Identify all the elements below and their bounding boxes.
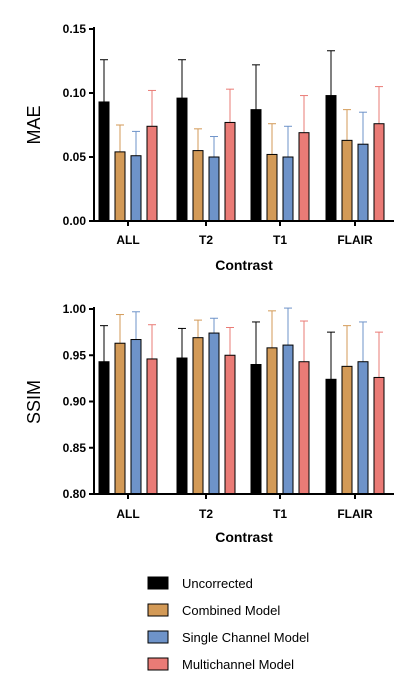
bar-uncorrected-t1 bbox=[250, 109, 262, 222]
bar-single-channel-model-t1 bbox=[282, 156, 294, 222]
legend: Uncorrected Combined Model Single Channel … bbox=[147, 576, 309, 672]
bar-combined-model-t2 bbox=[192, 150, 204, 222]
legend-swatch-multichannel-model bbox=[147, 657, 169, 671]
legend-swatch-uncorrected bbox=[147, 576, 169, 590]
bar-multichannel-model-all bbox=[146, 125, 158, 222]
y-tick-label: 1.00 bbox=[63, 302, 87, 316]
bar-multichannel-model-t1 bbox=[298, 361, 310, 495]
x-tick-label-all: ALL bbox=[116, 233, 139, 247]
y-tick-label: 0.15 bbox=[63, 22, 87, 36]
y-tick-label: 0.90 bbox=[63, 395, 87, 409]
bar-combined-model-all bbox=[114, 342, 126, 495]
bar-uncorrected-all bbox=[98, 101, 110, 222]
bar-combined-model-t1 bbox=[266, 347, 278, 495]
bar-multichannel-model-flair bbox=[373, 376, 385, 495]
bar-combined-model-t1 bbox=[266, 153, 278, 222]
bar-single-channel-model-t1 bbox=[282, 344, 294, 495]
legend-label-combined-model: Combined Model bbox=[182, 603, 280, 618]
bar-multichannel-model-t2 bbox=[224, 121, 236, 222]
x-tick-label-flair: FLAIR bbox=[337, 233, 373, 247]
y-tick-label: 0.05 bbox=[63, 150, 87, 164]
x-tick-label-flair: FLAIR bbox=[337, 507, 373, 521]
bar-multichannel-model-t1 bbox=[298, 132, 310, 222]
legend-label-uncorrected: Uncorrected bbox=[182, 576, 253, 591]
bar-combined-model-flair bbox=[341, 139, 353, 222]
bar-combined-model-all bbox=[114, 151, 126, 222]
y-axis-label: SSIM bbox=[24, 380, 44, 424]
bar-combined-model-flair bbox=[341, 365, 353, 495]
x-tick-label-t1: T1 bbox=[273, 507, 287, 521]
bar-multichannel-model-all bbox=[146, 358, 158, 495]
x-tick-label-all: ALL bbox=[116, 507, 139, 521]
x-tick-label-t2: T2 bbox=[199, 233, 213, 247]
bar-uncorrected-flair bbox=[325, 378, 337, 495]
legend-label-single-channel-model: Single Channel Model bbox=[182, 630, 309, 645]
x-axis-label: Contrast bbox=[215, 529, 273, 545]
x-tick-label-t2: T2 bbox=[199, 507, 213, 521]
y-axis-label: MAE bbox=[24, 105, 44, 144]
y-tick-label: 0.85 bbox=[63, 441, 87, 455]
bar-single-channel-model-all bbox=[130, 339, 142, 495]
bar-combined-model-t2 bbox=[192, 337, 204, 495]
bar-multichannel-model-t2 bbox=[224, 354, 236, 495]
bar-uncorrected-all bbox=[98, 361, 110, 495]
y-tick-label: 0.80 bbox=[63, 487, 87, 501]
bar-multichannel-model-flair bbox=[373, 123, 385, 222]
bar-uncorrected-t2 bbox=[176, 357, 188, 495]
x-tick-label-t1: T1 bbox=[273, 233, 287, 247]
bar-single-channel-model-flair bbox=[357, 143, 369, 222]
bar-single-channel-model-t2 bbox=[208, 156, 220, 222]
bar-uncorrected-t2 bbox=[176, 97, 188, 222]
bar-uncorrected-flair bbox=[325, 95, 337, 222]
y-tick-label: 0.95 bbox=[63, 348, 87, 362]
bar-single-channel-model-all bbox=[130, 155, 142, 222]
x-axis-label: Contrast bbox=[215, 257, 273, 273]
bar-uncorrected-t1 bbox=[250, 364, 262, 495]
chart-mae: 0.00 0.05 0.10 0.15 ALL T2 T1 FLAIR MAE Contrast bbox=[24, 22, 394, 273]
legend-label-multichannel-model: Multichannel Model bbox=[182, 657, 294, 672]
y-tick-label: 0.10 bbox=[63, 86, 87, 100]
legend-swatch-combined-model bbox=[147, 603, 169, 617]
legend-swatch-single-channel-model bbox=[147, 630, 169, 644]
bar-single-channel-model-flair bbox=[357, 361, 369, 495]
chart-ssim: 0.80 0.85 0.90 0.95 1.00 ALL T2 T1 FLAIR SSIM Cont… bbox=[24, 302, 394, 545]
bar-single-channel-model-t2 bbox=[208, 332, 220, 495]
y-tick-label: 0.00 bbox=[63, 214, 87, 228]
